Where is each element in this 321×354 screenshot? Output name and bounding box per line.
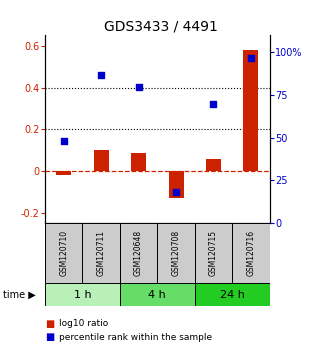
Bar <box>120 223 157 283</box>
Bar <box>195 223 232 283</box>
Bar <box>45 223 82 283</box>
Text: ■: ■ <box>45 332 54 342</box>
Bar <box>120 283 195 306</box>
Text: 1 h: 1 h <box>74 290 91 300</box>
Text: GSM120711: GSM120711 <box>97 230 106 276</box>
Point <box>136 84 141 90</box>
Bar <box>195 283 270 306</box>
Text: GSM120716: GSM120716 <box>247 230 256 276</box>
Text: log10 ratio: log10 ratio <box>59 319 108 329</box>
Text: GSM120708: GSM120708 <box>171 230 180 276</box>
Text: time ▶: time ▶ <box>3 290 36 299</box>
Bar <box>131 153 146 171</box>
Point <box>248 55 254 61</box>
Bar <box>56 171 71 175</box>
Point <box>211 101 216 107</box>
Bar <box>206 159 221 171</box>
Bar <box>243 50 258 171</box>
Text: GDS3433 / 4491: GDS3433 / 4491 <box>104 19 217 34</box>
Text: GSM120715: GSM120715 <box>209 230 218 276</box>
Text: ■: ■ <box>45 319 54 329</box>
Text: GSM120710: GSM120710 <box>59 230 68 276</box>
Text: GSM120648: GSM120648 <box>134 230 143 276</box>
Text: percentile rank within the sample: percentile rank within the sample <box>59 332 213 342</box>
Bar <box>82 223 120 283</box>
Point <box>61 138 66 144</box>
Text: 4 h: 4 h <box>148 290 166 300</box>
Bar <box>94 150 108 171</box>
Bar <box>232 223 270 283</box>
Text: 24 h: 24 h <box>220 290 245 300</box>
Bar <box>157 223 195 283</box>
Bar <box>45 283 120 306</box>
Point <box>99 72 104 78</box>
Point <box>173 189 178 195</box>
Bar <box>169 171 184 198</box>
